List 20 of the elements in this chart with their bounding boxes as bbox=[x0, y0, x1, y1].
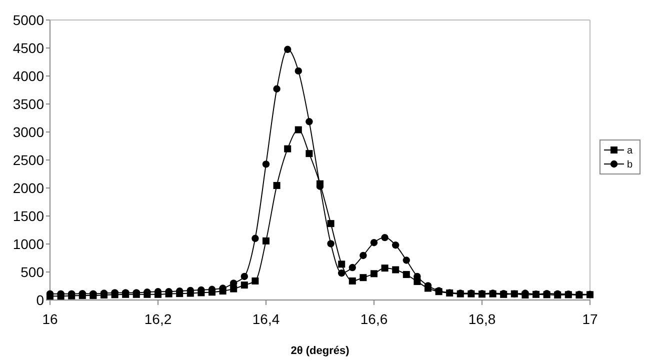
x-tick-label: 16,2 bbox=[144, 311, 172, 327]
y-tick-label: 3500 bbox=[12, 96, 44, 112]
x-tick-label: 16 bbox=[42, 311, 58, 327]
x-axis-title: 2θ (degrés) bbox=[290, 345, 350, 357]
y-tick-label: 4000 bbox=[12, 68, 44, 84]
x-tick-label: 16,4 bbox=[252, 311, 280, 327]
y-tick-label: 1500 bbox=[12, 208, 44, 224]
x-tick-label: 17 bbox=[582, 311, 598, 327]
y-tick-label: 0 bbox=[36, 292, 44, 308]
y-tick-label: 2000 bbox=[12, 180, 44, 196]
y-tick-label: 500 bbox=[20, 264, 44, 280]
y-tick-label: 3000 bbox=[12, 124, 44, 140]
legend-label: b bbox=[627, 160, 633, 170]
y-tick-label: 4500 bbox=[12, 40, 44, 56]
y-tick-label: 5000 bbox=[12, 12, 44, 28]
x-tick-label: 16,8 bbox=[468, 311, 496, 327]
legend-label: a bbox=[627, 146, 633, 156]
x-tick-label: 16,6 bbox=[360, 311, 388, 327]
y-tick-label: 2500 bbox=[12, 152, 44, 168]
y-tick-label: 1000 bbox=[12, 236, 44, 252]
